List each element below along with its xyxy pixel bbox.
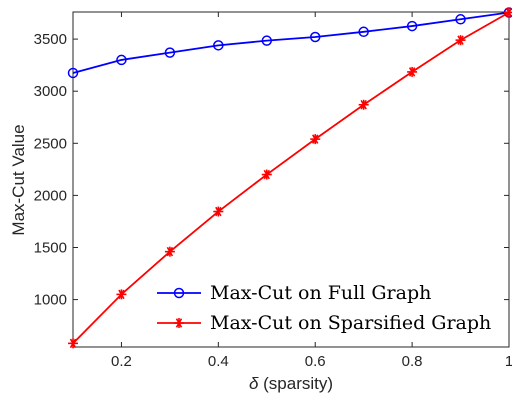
- y-tick-label: 1000: [34, 292, 67, 309]
- data-point: [455, 35, 466, 46]
- y-tick-label: 2000: [34, 187, 67, 204]
- y-axis-label: Max-Cut Value: [9, 124, 28, 235]
- data-point: [407, 66, 418, 77]
- x-tick-label: 1: [505, 353, 512, 370]
- y-tick-label: 2500: [34, 135, 67, 152]
- x-axis-label: δ (sparsity): [249, 374, 333, 393]
- legend-marker: [174, 318, 184, 328]
- x-tick-label: 0.2: [111, 353, 132, 370]
- data-point: [116, 289, 127, 300]
- data-point: [213, 206, 224, 217]
- data-point: [67, 67, 79, 79]
- legend-entry-label: Max-Cut on Sparsified Graph: [210, 312, 491, 334]
- data-point: [455, 14, 466, 25]
- data-point: [504, 7, 512, 18]
- series-line-1: [72, 11, 510, 74]
- data-point: [358, 26, 369, 38]
- y-tick-label: 1500: [34, 239, 67, 256]
- data-point: [116, 54, 127, 66]
- data-point: [310, 134, 321, 145]
- legend-box: [150, 271, 504, 339]
- data-point: [261, 169, 272, 180]
- legend-marker: [173, 287, 185, 299]
- x-tick-label: 0.4: [208, 353, 229, 370]
- series-line-2: [72, 11, 510, 344]
- data-point: [164, 246, 175, 257]
- series-layer: [67, 7, 512, 349]
- data-point: [358, 99, 369, 110]
- data-point: [213, 40, 224, 51]
- x-tick-label: 0.8: [402, 353, 423, 370]
- data-point: [261, 35, 273, 46]
- axis-ticks: 0.2 0.4 0.6 0.8 1 1000 1500 2000 2500 3000 3500: [34, 12, 512, 370]
- legend-entry-label: Max-Cut on Full Graph: [210, 282, 431, 304]
- data-point: [309, 31, 321, 43]
- data-point: [68, 338, 78, 349]
- legend: Max-Cut on Full Graph Max-Cut on Sparsifi…: [150, 271, 504, 339]
- y-tick-label: 3500: [34, 31, 67, 48]
- x-tick-label: 0.6: [305, 353, 326, 370]
- y-tick-label: 3000: [34, 83, 67, 100]
- data-point: [406, 20, 418, 32]
- data-point: [164, 47, 176, 58]
